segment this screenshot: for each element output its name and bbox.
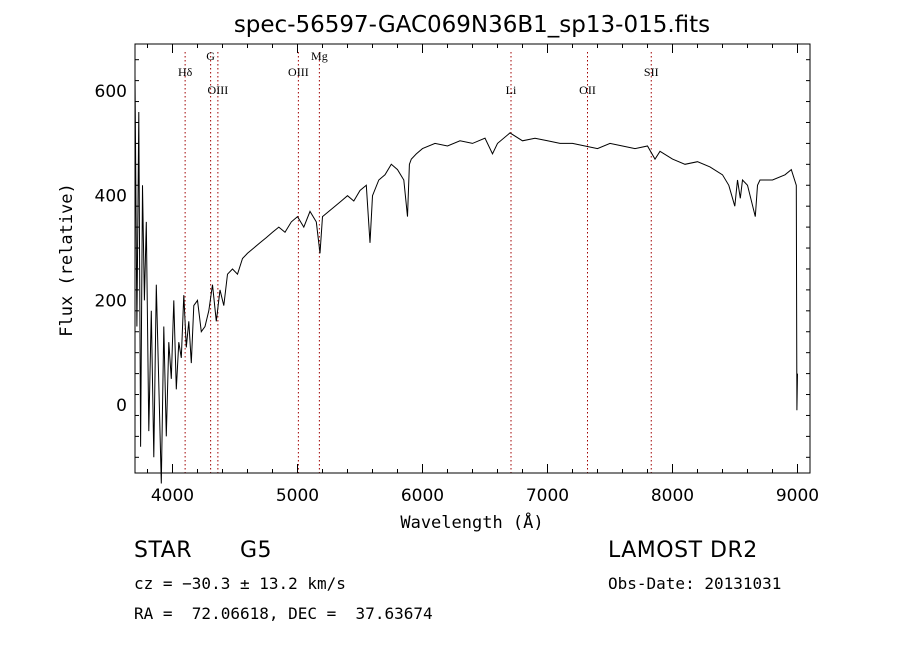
- y-axis-label: Flux (relative): [57, 183, 77, 337]
- spectral-line-label: Li: [506, 83, 517, 97]
- spectral-line-label: Hδ: [178, 65, 193, 79]
- plot-frame: [134, 43, 811, 474]
- coordinates: RA = 72.06618, DEC = 37.63674: [134, 604, 433, 623]
- y-tick-label: 0: [116, 396, 127, 416]
- spectrum-line: [134, 75, 798, 484]
- x-tick-label: 9000: [776, 486, 819, 506]
- x-tick-label: 5000: [276, 486, 319, 506]
- spectral-line-label: OIII: [288, 65, 309, 79]
- spectral-line-label: OII: [579, 83, 596, 97]
- x-axis: 4000 5000 6000 7000 8000 9000: [147, 44, 819, 506]
- x-tick-label: 8000: [651, 486, 694, 506]
- object-class: STAR: [134, 538, 193, 563]
- x-tick-label: 4000: [151, 486, 194, 506]
- spectral-line-label: OIII: [208, 83, 229, 97]
- x-tick-label: 6000: [401, 486, 444, 506]
- spectral-line-label: Mg: [311, 49, 328, 63]
- y-axis: 0 200 400 600: [95, 59, 810, 458]
- survey-name: LAMOST DR2: [608, 538, 758, 563]
- object-subclass: G5: [240, 538, 273, 563]
- y-tick-label: 200: [95, 291, 127, 311]
- spectral-line-label: SII: [644, 65, 659, 79]
- spectral-line-markers: [184, 52, 652, 473]
- redshift-value: cz = −30.3 ± 13.2 km/s: [134, 574, 346, 593]
- observation-date: Obs-Date: 20131031: [608, 574, 782, 593]
- y-tick-label: 400: [95, 187, 127, 207]
- spectral-line-label: G: [206, 49, 215, 63]
- x-tick-label: 7000: [526, 486, 569, 506]
- chart-title: spec-56597-GAC069N36B1_sp13-015.fits: [234, 12, 710, 38]
- y-tick-label: 600: [95, 82, 127, 102]
- x-axis-label: Wavelength (Å): [400, 511, 543, 533]
